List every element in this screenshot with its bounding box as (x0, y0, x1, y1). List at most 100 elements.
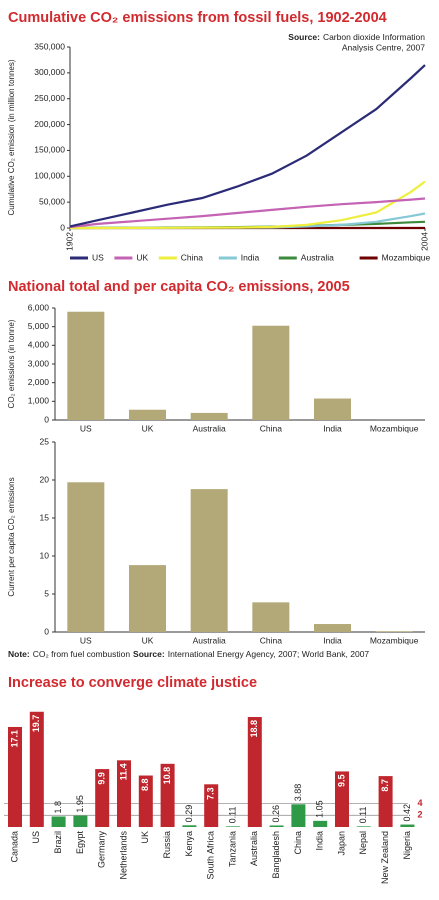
x-tick-label: UK (142, 635, 154, 645)
value-label: 0.29 (184, 805, 194, 823)
y-tick-label: 5 (44, 588, 49, 598)
bar (160, 763, 175, 827)
bar (182, 825, 197, 827)
y-axis-label: CO₂ emissions (in tonne) (7, 319, 16, 408)
y-tick-label: 0 (44, 414, 49, 424)
x-tick-label: Egypt (75, 831, 85, 855)
value-label: 17.1 (9, 730, 19, 748)
bar (129, 409, 166, 420)
source-label: Source: (288, 32, 320, 42)
bar (67, 482, 105, 632)
x-tick-label: New Zealand (380, 831, 390, 884)
value-label: 10.8 (162, 767, 172, 785)
y-tick-label: 25 (40, 436, 50, 446)
value-label: 8.8 (140, 779, 150, 792)
y-tick-label: 6,000 (28, 302, 50, 312)
x-tick-label: South Africa (206, 831, 216, 880)
chart-title: National total and per capita CO₂ emissi… (8, 279, 350, 295)
bar (356, 826, 371, 827)
y-tick-label: 0 (44, 626, 49, 636)
value-label: 8.7 (380, 779, 390, 792)
x-tick-label: Netherlands (118, 831, 128, 880)
x-tick-label: China (260, 423, 282, 433)
y-tick-label: 250,000 (34, 93, 65, 103)
reference-label: 2 (417, 810, 422, 820)
y-tick-label: 15 (40, 512, 50, 522)
note: Note: CO₂ from fuel combustion Source: Inte… (8, 649, 369, 659)
x-tick-label: India (323, 635, 342, 645)
value-label: 11.4 (118, 763, 128, 780)
bar (378, 776, 393, 827)
note-label: Note: (8, 649, 30, 659)
value-label: 1.05 (315, 800, 325, 818)
x-tick-label: US (80, 423, 92, 433)
legend-label: Australia (301, 252, 334, 262)
source-text: Carbon dioxide Information (323, 32, 425, 42)
y-tick-label: 2,000 (28, 377, 50, 387)
bar (247, 717, 262, 827)
x-tick-label: 2004 (419, 232, 429, 251)
value-label: 9.9 (97, 772, 107, 785)
bar (190, 412, 228, 420)
x-tick-label: UK (140, 831, 150, 844)
line (70, 180, 426, 230)
y-tick-label: 3,000 (28, 358, 50, 368)
chart-title: Cumulative CO₂ emissions from fossil fue… (8, 10, 387, 26)
y-tick-label: 5,000 (28, 321, 50, 331)
bar (129, 565, 166, 632)
x-tick-label: UK (142, 423, 154, 433)
line (69, 64, 426, 228)
value-label: 1.8 (53, 801, 63, 814)
legend-label: UK (136, 252, 148, 262)
bar (138, 775, 153, 827)
bar (67, 311, 105, 420)
x-tick-label: Tanzania (227, 831, 237, 867)
bar (95, 769, 110, 827)
legend-label: China (181, 252, 203, 262)
bar (73, 815, 88, 827)
y-tick-label: 10 (40, 550, 50, 560)
bar (29, 711, 44, 827)
x-tick-label: 1902 (64, 232, 74, 251)
bar (314, 398, 351, 420)
value-label: 18.8 (249, 720, 259, 738)
value-label: 3.88 (293, 784, 303, 802)
bar (335, 771, 349, 827)
bar (252, 325, 290, 420)
y-tick-label: 20 (40, 474, 50, 484)
y-tick-label: 200,000 (34, 119, 65, 129)
x-tick-label: Bangladesh (271, 831, 281, 879)
source-text: International Energy Agency, 2007; World… (168, 649, 370, 659)
source: Analysis Centre, 2007 (342, 42, 425, 52)
y-tick-label: 4,000 (28, 340, 50, 350)
reference-label: 4 (417, 798, 422, 808)
x-tick-label: Mozambique (370, 635, 419, 645)
bar (375, 631, 413, 632)
y-tick-label: 0 (60, 222, 65, 232)
value-label: 7.3 (206, 787, 216, 800)
x-tick-label: Kenya (184, 831, 194, 857)
value-label: 0.42 (402, 804, 412, 822)
x-tick-label: Russia (162, 831, 172, 859)
y-axis-label: Cumulative CO₂ emission (in million tonn… (7, 59, 16, 215)
chart-title: Increase to converge climate justice (8, 675, 257, 691)
bar (117, 760, 131, 827)
bar (314, 624, 351, 632)
x-tick-label: Japan (336, 831, 346, 856)
x-tick-label: Mozambique (370, 423, 419, 433)
y-tick-label: 1,000 (28, 396, 50, 406)
bar (226, 826, 240, 827)
bar (51, 816, 66, 827)
y-tick-label: 100,000 (34, 171, 65, 181)
value-label: 9.5 (336, 774, 346, 787)
bar (400, 824, 415, 827)
source: Source: Carbon dioxide Information (288, 32, 425, 42)
bar (8, 726, 22, 827)
bar (190, 489, 228, 632)
x-tick-label: US (80, 635, 92, 645)
x-tick-label: Brazil (53, 831, 63, 854)
y-tick-label: 300,000 (34, 67, 65, 77)
x-tick-label: Nepal (358, 831, 368, 855)
x-tick-label: Australia (193, 423, 226, 433)
